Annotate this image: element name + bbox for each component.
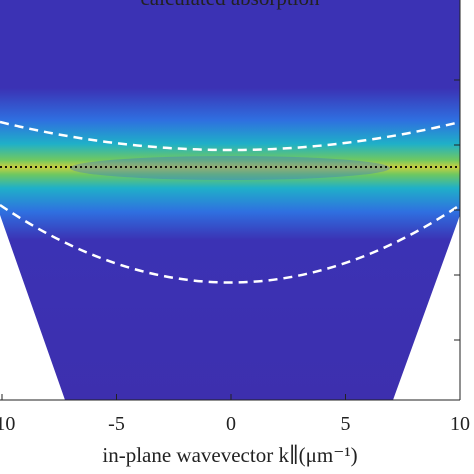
right-ticks xyxy=(454,79,460,341)
chart-title: calculated absorption xyxy=(140,0,320,10)
x-tick-label: 5 xyxy=(341,413,351,435)
x-tick-label: -10 xyxy=(0,413,15,435)
x-tick-label: 0 xyxy=(226,413,236,435)
x-axis-label: in-plane wavevector k∥(μm⁻¹) xyxy=(102,443,357,467)
x-tick-label: -5 xyxy=(108,413,125,435)
dashed-curve xyxy=(0,120,461,152)
heatmap xyxy=(0,0,460,400)
x-tick-label: 10 xyxy=(450,413,470,435)
dashed-curve xyxy=(0,203,461,284)
